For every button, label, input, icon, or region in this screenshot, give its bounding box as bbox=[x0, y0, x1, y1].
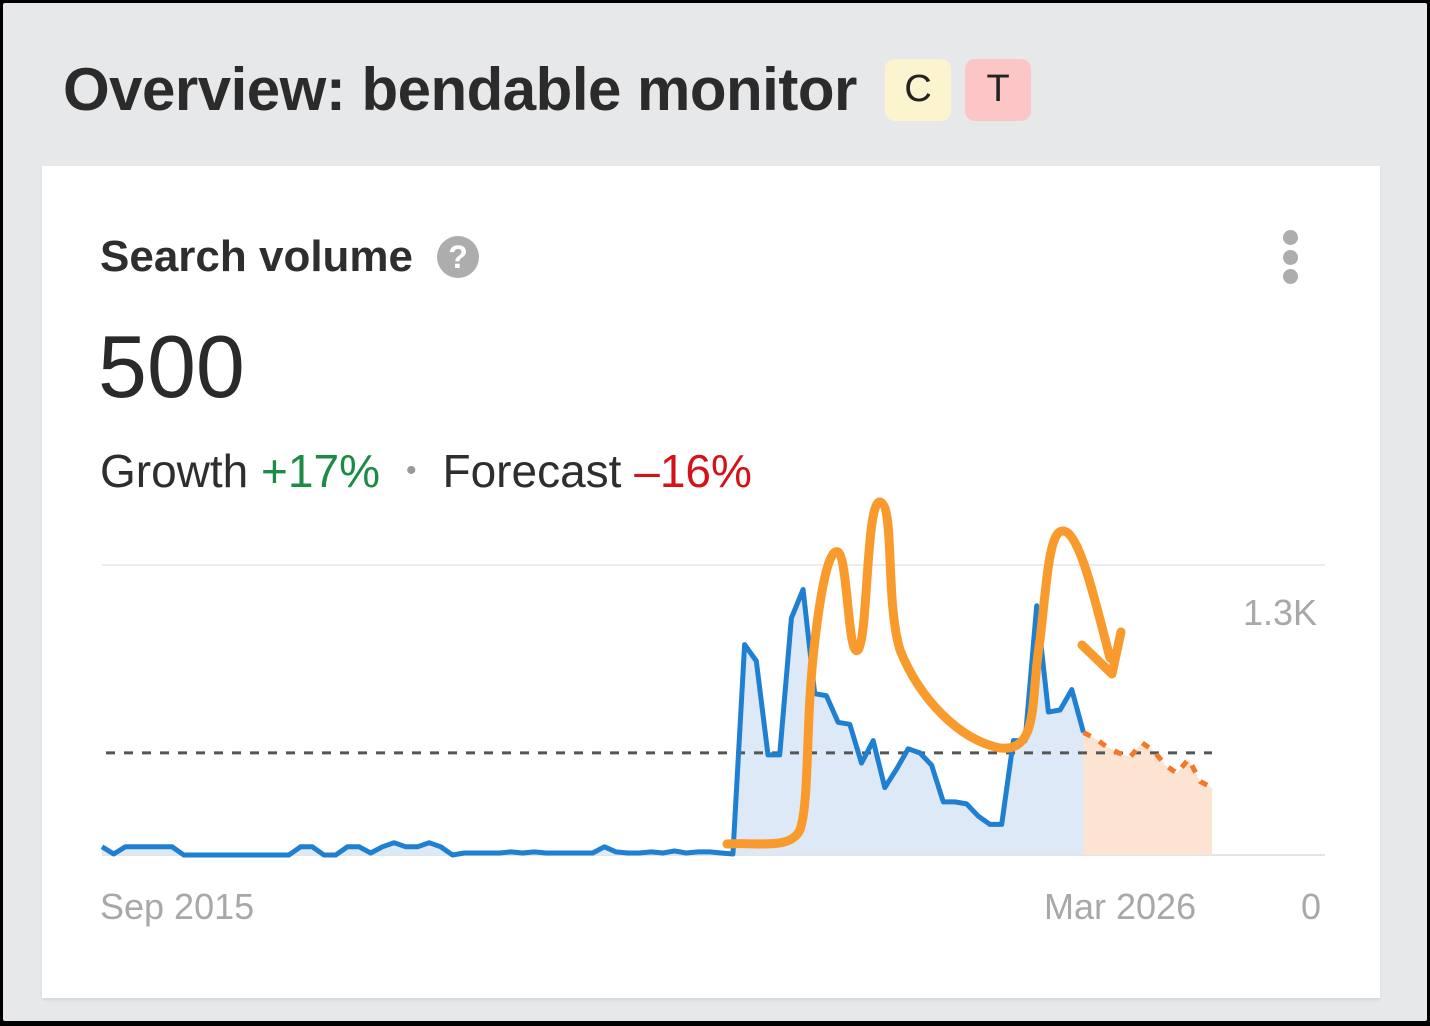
search-volume-card: Search volume ? 500 Growth +17% • Forecast… bbox=[42, 166, 1380, 998]
intent-badge-commercial[interactable]: C bbox=[884, 58, 951, 121]
history-line[interactable] bbox=[100, 587, 1086, 858]
x-axis-start-label: Sep 2015 bbox=[100, 886, 255, 927]
card-title: Search volume ? bbox=[100, 232, 480, 282]
forecast-dotted-line[interactable] bbox=[1082, 730, 1214, 790]
growth-value: +17% bbox=[261, 445, 380, 497]
intent-badge-transactional[interactable]: T bbox=[964, 58, 1031, 121]
y-axis-max-label: 1.3K bbox=[1243, 592, 1318, 633]
x-axis-end-label: Mar 2026 bbox=[1044, 886, 1197, 927]
kebab-menu-button[interactable] bbox=[1278, 230, 1302, 284]
card-title-text: Search volume bbox=[100, 232, 414, 281]
question-circle-icon[interactable]: ? bbox=[437, 236, 480, 278]
freehand-curve bbox=[722, 497, 1115, 849]
history-area bbox=[102, 589, 1084, 855]
page-title-text: Overview: bendable monitor bbox=[63, 56, 857, 123]
metrics-row: Growth +17% • Forecast –16% bbox=[100, 444, 752, 498]
kebab-dot-icon bbox=[1282, 249, 1298, 265]
page-title: Overview: bendable monitor C T bbox=[63, 55, 1031, 124]
freehand-annotation bbox=[722, 497, 1126, 849]
y-axis-zero-label: 0 bbox=[1301, 886, 1322, 927]
separator-dot: • bbox=[405, 454, 417, 487]
growth-label: Growth bbox=[100, 445, 249, 497]
arrowhead-icon bbox=[1077, 627, 1126, 679]
forecast-label: Forecast bbox=[442, 445, 622, 497]
search-volume-value: 500 bbox=[98, 317, 245, 416]
forecast-area bbox=[1083, 732, 1212, 855]
forecast-value: –16% bbox=[634, 445, 752, 497]
kebab-dot-icon bbox=[1282, 269, 1298, 284]
kebab-dot-icon bbox=[1282, 230, 1298, 245]
